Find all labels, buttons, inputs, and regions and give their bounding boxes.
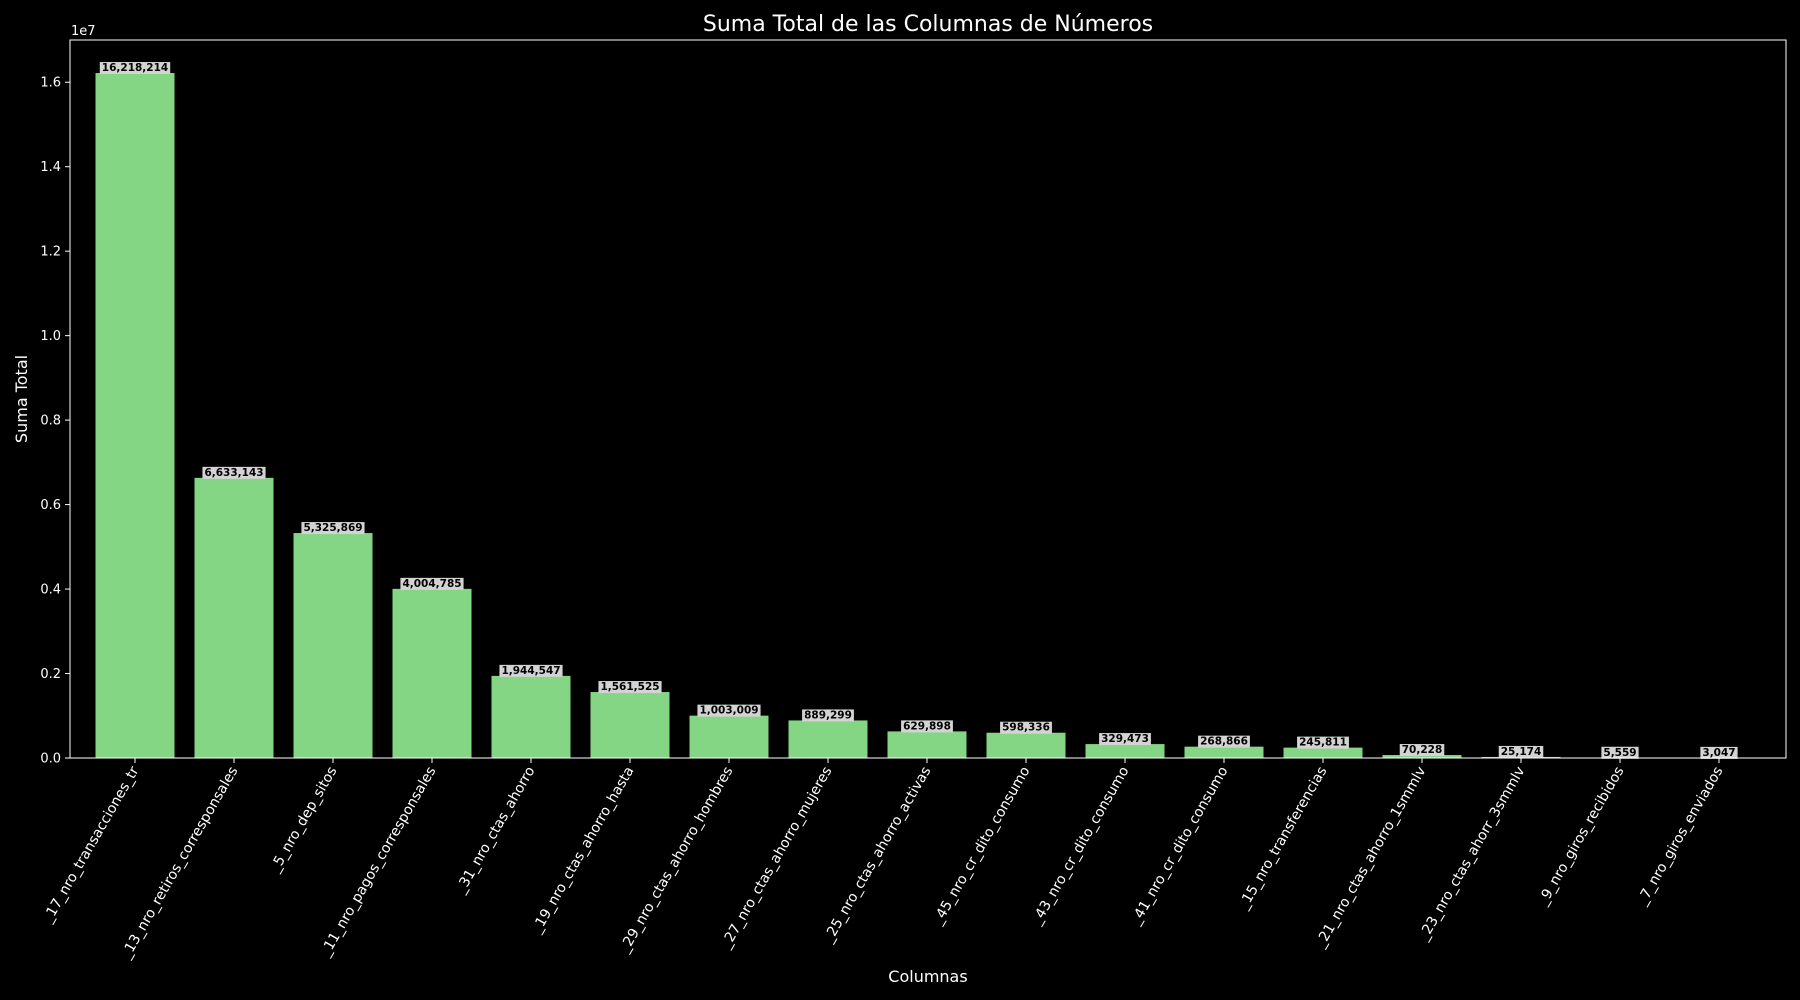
bar-value-label-box bbox=[1099, 733, 1151, 746]
y-tick-label: 1.2 bbox=[40, 245, 61, 260]
bar-value-label-box bbox=[1399, 744, 1445, 757]
bar bbox=[491, 675, 571, 758]
bar-value-label: 16,218,214 bbox=[102, 62, 168, 74]
y-tick-label: 0.2 bbox=[40, 667, 61, 682]
bar bbox=[788, 720, 868, 758]
y-axis-offset-label: 1e7 bbox=[71, 24, 96, 39]
bar-value-label: 25,174 bbox=[1501, 746, 1542, 758]
bar bbox=[1283, 747, 1363, 758]
bar-value-label-box bbox=[1297, 736, 1349, 749]
bar-value-label-box bbox=[697, 704, 761, 717]
bars-group bbox=[95, 73, 1759, 758]
y-tick-label: 1.0 bbox=[40, 329, 61, 344]
bar bbox=[1085, 744, 1165, 758]
y-axis-label: Suma Total bbox=[12, 355, 31, 443]
bar-value-label-box bbox=[1000, 721, 1052, 734]
y-tick-label: 0.4 bbox=[40, 583, 61, 598]
bar bbox=[1382, 755, 1462, 758]
bar-value-label: 6,633,143 bbox=[204, 467, 263, 479]
bar bbox=[689, 715, 769, 758]
y-tick-label: 0.0 bbox=[40, 752, 61, 767]
bar-value-label: 1,003,009 bbox=[699, 705, 758, 717]
bar-value-label: 889,299 bbox=[804, 709, 852, 721]
bar-value-label: 1,561,525 bbox=[600, 681, 659, 693]
bar-value-label: 245,811 bbox=[1299, 737, 1347, 749]
y-tick-label: 1.4 bbox=[40, 160, 61, 175]
y-tick-label: 0.6 bbox=[40, 498, 61, 513]
y-tick-label: 0.8 bbox=[40, 414, 61, 429]
bar-value-label: 1,944,547 bbox=[501, 665, 560, 677]
plot-frame bbox=[69, 39, 1787, 759]
bar-value-label: 5,325,869 bbox=[303, 522, 362, 534]
bar-value-label: 598,336 bbox=[1002, 722, 1050, 734]
bar-value-label-box bbox=[202, 466, 266, 479]
bar-value-label-box bbox=[1700, 746, 1738, 759]
bar bbox=[1184, 746, 1264, 758]
y-tick-label: 1.6 bbox=[40, 76, 61, 91]
bar-value-label-box bbox=[901, 720, 953, 733]
bar bbox=[986, 732, 1066, 758]
chart-title: Suma Total de las Columnas de Números bbox=[703, 12, 1153, 37]
bar bbox=[392, 588, 472, 758]
bar bbox=[887, 731, 967, 758]
bar-value-label: 329,473 bbox=[1101, 733, 1149, 745]
bar-value-label: 268,866 bbox=[1200, 736, 1248, 748]
bar-value-label: 3,047 bbox=[1702, 747, 1735, 759]
bar-value-label-box bbox=[400, 577, 464, 590]
bar-value-label: 629,898 bbox=[903, 720, 951, 732]
bar-value-label: 70,228 bbox=[1402, 744, 1443, 756]
value-labels-group: 16,218,214 6,633,143 5,325,869 4,004,785 1,9… bbox=[99, 62, 1738, 759]
bar-value-label-box bbox=[802, 709, 854, 722]
bar-value-label-box bbox=[598, 681, 662, 694]
bar-value-label-box bbox=[1198, 735, 1250, 748]
bar-value-label: 5,559 bbox=[1603, 747, 1636, 759]
x-axis-label: Columnas bbox=[888, 967, 967, 986]
bar-value-label-box bbox=[99, 62, 171, 75]
bar-value-label-box bbox=[301, 522, 365, 535]
bar bbox=[95, 73, 175, 758]
bar bbox=[590, 692, 670, 758]
bar bbox=[194, 477, 274, 758]
bar-value-label-box bbox=[1601, 746, 1639, 759]
bar-value-label-box bbox=[499, 664, 563, 677]
y-axis: 0.0 0.2 0.4 0.6 0.8 1.0 1.2 1.4 1.6 bbox=[40, 76, 70, 767]
bar-value-label: 4,004,785 bbox=[402, 578, 461, 590]
bar bbox=[293, 533, 373, 758]
bar-value-label-box bbox=[1498, 745, 1544, 758]
